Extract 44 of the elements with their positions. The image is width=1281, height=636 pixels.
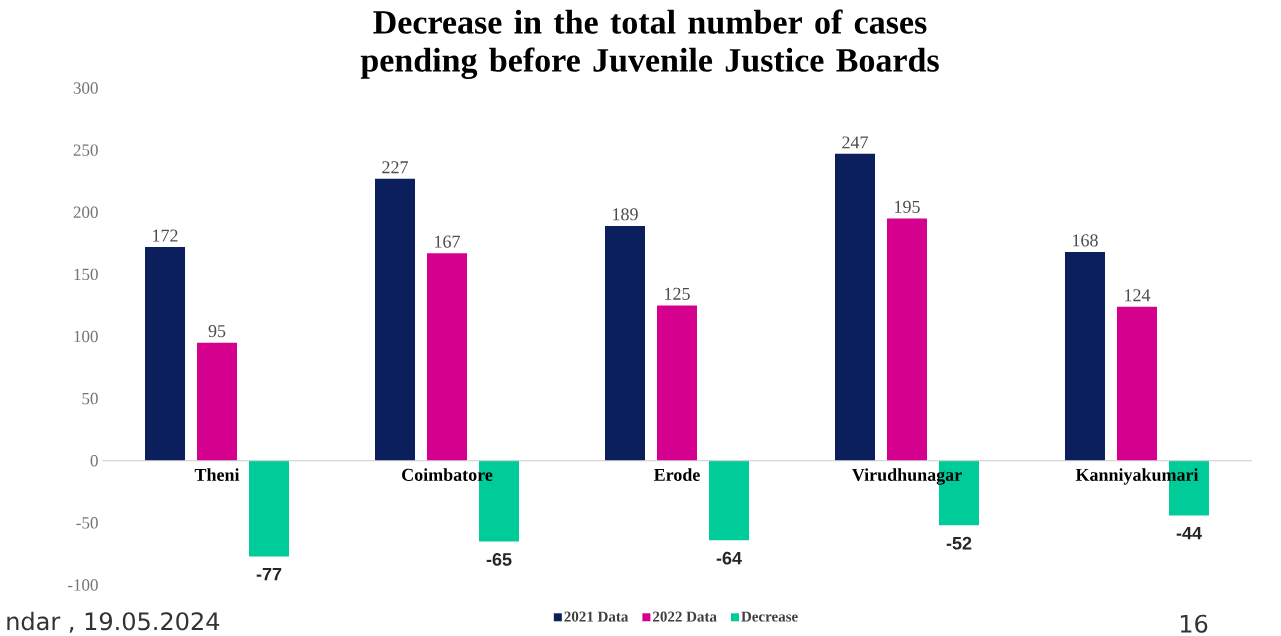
bar	[657, 305, 697, 461]
data-label: 125	[665, 287, 690, 300]
data-label: 195	[895, 200, 920, 213]
bar	[834, 153, 875, 461]
legend-label: Decrease	[741, 611, 798, 622]
bar	[709, 460, 749, 541]
y-tick-label: 50	[82, 392, 98, 405]
data-label: -65	[486, 553, 512, 566]
data-label: 189	[613, 208, 638, 221]
y-tick-label: 300	[73, 82, 98, 94]
y-tick-label: 100	[74, 330, 98, 343]
data-label: -44	[1176, 526, 1202, 540]
data-label: 247	[842, 136, 868, 149]
text: 16	[1180, 614, 1208, 633]
y-tick-label: 250	[73, 144, 98, 156]
data-label: -77	[256, 567, 282, 581]
data-label: 95	[208, 325, 226, 338]
bar	[197, 342, 238, 461]
y-tick-label: 200	[73, 206, 98, 218]
data-label: 172	[153, 229, 178, 242]
bar	[1064, 252, 1105, 461]
bar	[887, 218, 927, 461]
y-tick-label: 0	[90, 455, 98, 467]
data-label: 124	[1125, 289, 1151, 302]
chart-title: Decrease in the total number of cases pending before Juvenile Justice Boards	[360, 9, 939, 79]
legend-label: 2022 Data	[653, 611, 717, 622]
data-label: 168	[1073, 234, 1098, 247]
bar	[605, 225, 645, 461]
legend-label: 2021 Data	[564, 611, 629, 622]
data-label: -64	[716, 551, 742, 565]
data-label: -52	[946, 536, 972, 550]
text: ndar , 19.05.2024	[7, 611, 220, 633]
bar	[1116, 306, 1157, 461]
bar	[249, 460, 290, 557]
data-label: 227	[382, 161, 408, 174]
x-tick-label: Theni	[194, 468, 240, 481]
y-tick-label: -50	[76, 517, 98, 529]
y-tick-label: -100	[67, 579, 98, 591]
y-tick-label: 150	[74, 268, 98, 281]
bar	[375, 178, 416, 461]
x-tick-label: Erode	[653, 468, 700, 481]
bar	[427, 253, 467, 461]
data-label: 167	[435, 235, 460, 248]
bar	[145, 247, 186, 461]
